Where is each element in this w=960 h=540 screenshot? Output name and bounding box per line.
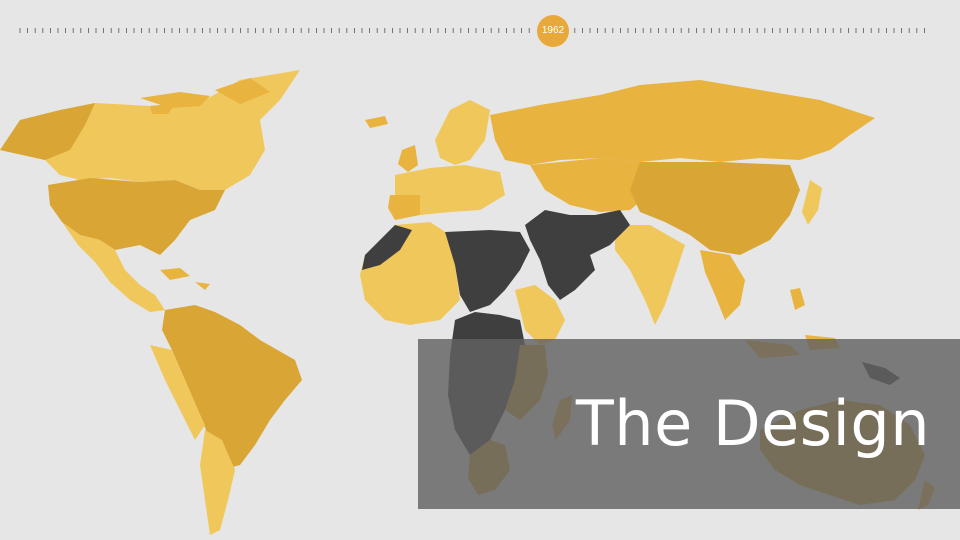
iberia: [388, 195, 420, 220]
north-america: [0, 70, 300, 312]
horn-of-africa: [515, 285, 565, 345]
uk-ireland: [398, 145, 418, 172]
scandinavia: [435, 100, 490, 165]
south-america-north: [162, 305, 302, 470]
southeast-asia: [700, 250, 745, 320]
timeline-bar[interactable]: [0, 0, 960, 60]
middle-east-highlight: [525, 210, 630, 300]
japan: [802, 180, 822, 225]
western-europe: [395, 165, 505, 215]
middle-east: [525, 210, 630, 300]
south-america-west: [150, 345, 205, 440]
china-region: [630, 162, 800, 255]
south-america-south: [200, 430, 235, 535]
north-africa-highlight: [445, 230, 530, 312]
russia-region: [490, 80, 875, 165]
timeline-ticks: [19, 28, 925, 33]
north-africa-west-dark: [362, 225, 412, 270]
india-region: [615, 225, 685, 325]
south-america: [150, 305, 302, 535]
caribbean-islands: [160, 268, 210, 290]
arctic-islands: [140, 78, 270, 114]
mexico-region: [62, 222, 165, 312]
canada-region: [0, 70, 300, 190]
asia: [490, 80, 875, 358]
iceland: [365, 116, 388, 128]
slide-title: The Design: [575, 387, 930, 460]
timeline-year-marker[interactable]: 1962: [537, 15, 569, 47]
central-asia: [530, 158, 660, 212]
europe: [365, 100, 505, 220]
title-overlay: The Design: [418, 339, 960, 509]
alaska-region: [0, 103, 95, 160]
north-africa-west: [360, 222, 460, 325]
united-states-region: [48, 178, 225, 255]
